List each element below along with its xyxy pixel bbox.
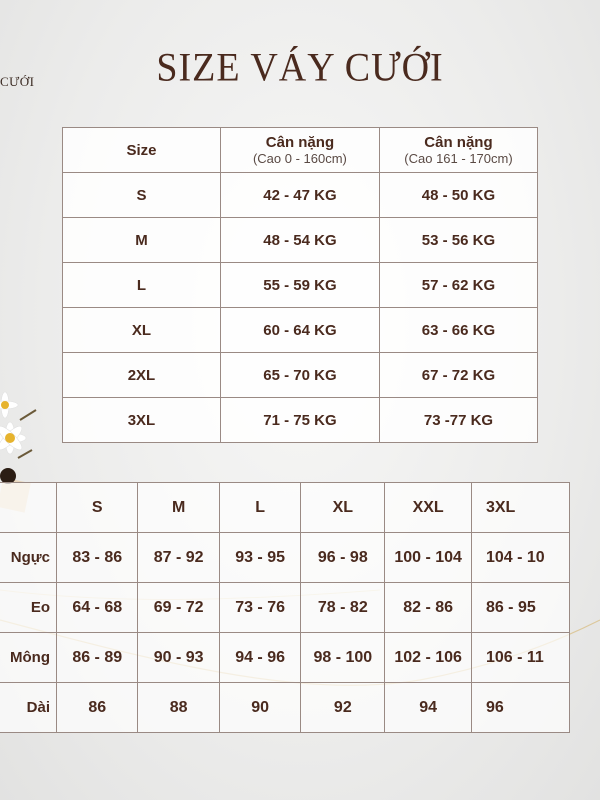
table-cell: 53 - 56 KG [378, 217, 539, 263]
table-cell: 86 [55, 682, 139, 733]
row-label: Dài [0, 682, 57, 733]
table-cell: 98 - 100 [300, 632, 386, 683]
table-cell: 42 - 47 KG [219, 172, 380, 218]
size-header: L [218, 482, 302, 533]
table-cell: 73 - 76 [218, 582, 302, 633]
table-row: L 55 - 59 KG 57 - 62 KG [62, 262, 539, 308]
table-cell: 88 [137, 682, 220, 733]
table-cell: 3XL [62, 397, 221, 443]
row-label: Mông [0, 632, 57, 683]
table-row: Ngực 83 - 86 87 - 92 93 - 95 96 - 98 100 - 10… [0, 532, 571, 583]
size-header: M [137, 482, 220, 533]
table-row: Dài 86 88 90 92 94 96 [0, 682, 571, 733]
table-cell: 57 - 62 KG [378, 262, 539, 308]
size-header: XL [300, 482, 386, 533]
table-cell: 86 - 89 [55, 632, 139, 683]
table-cell: 69 - 72 [137, 582, 220, 633]
table-cell: 48 - 50 KG [378, 172, 539, 218]
table-cell: S [62, 172, 221, 218]
table-cell: 55 - 59 KG [219, 262, 380, 308]
table-cell: 71 - 75 KG [219, 397, 380, 443]
table-cell: 90 - 93 [137, 632, 220, 683]
table-cell: 94 - 96 [218, 632, 302, 683]
table-row: S 42 - 47 KG 48 - 50 KG [62, 172, 539, 218]
brand-logo-fragment: CƯỚI [0, 74, 35, 89]
table-row: 3XL 71 - 75 KG 73 -77 KG [62, 397, 539, 443]
table-cell: 94 [384, 682, 472, 733]
table-cell: 104 - 10 [470, 532, 571, 583]
table-cell: 102 - 106 [384, 632, 472, 683]
table-cell: 83 - 86 [55, 532, 139, 583]
table-header-row: Size Cân nặng (Cao 0 - 160cm) Cân nặng (Ca… [62, 127, 539, 173]
table-row: XL 60 - 64 KG 63 - 66 KG [62, 307, 539, 353]
table-cell: 92 [300, 682, 386, 733]
table-cell: 78 - 82 [300, 582, 386, 633]
header-weight-short: Cân nặng (Cao 0 - 160cm) [219, 127, 380, 173]
table-row: Eo 64 - 68 69 - 72 73 - 76 78 - 82 82 - 86 86 … [0, 582, 571, 633]
table-cell: 96 [470, 682, 571, 733]
table-cell: 73 -77 KG [378, 397, 539, 443]
table-row: M 48 - 54 KG 53 - 56 KG [62, 217, 539, 263]
table-cell: 82 - 86 [384, 582, 472, 633]
page-title: SIZE VÁY CƯỚI [156, 45, 444, 91]
measurement-table: S M L XL XXL 3XL Ngực 83 - 86 87 - 92 93 - 95 96 -… [0, 482, 571, 733]
table-cell: 96 - 98 [300, 532, 386, 583]
table-cell: 87 - 92 [137, 532, 220, 583]
table-cell: 64 - 68 [55, 582, 139, 633]
table-cell: 86 - 95 [470, 582, 571, 633]
size-header: XXL [384, 482, 472, 533]
table-cell: 2XL [62, 352, 221, 398]
table-row: Mông 86 - 89 90 - 93 94 - 96 98 - 100 102 - 1… [0, 632, 571, 683]
row-label: Eo [0, 582, 57, 633]
table-cell: 60 - 64 KG [219, 307, 380, 353]
table-cell: 93 - 95 [218, 532, 302, 583]
table-cell: XL [62, 307, 221, 353]
table-cell: 106 - 11 [470, 632, 571, 683]
table-cell: 67 - 72 KG [378, 352, 539, 398]
size-header: S [55, 482, 139, 533]
header-size: Size [62, 127, 221, 173]
table-cell: 90 [218, 682, 302, 733]
empty-corner-cell [0, 482, 57, 533]
table-cell: 65 - 70 KG [219, 352, 380, 398]
weight-size-table: Size Cân nặng (Cao 0 - 160cm) Cân nặng (Ca… [62, 127, 539, 443]
header-weight-tall: Cân nặng (Cao 161 - 170cm) [378, 127, 539, 173]
table-header-row: S M L XL XXL 3XL [0, 482, 571, 533]
table-row: 2XL 65 - 70 KG 67 - 72 KG [62, 352, 539, 398]
table-cell: M [62, 217, 221, 263]
table-cell: L [62, 262, 221, 308]
table-cell: 48 - 54 KG [219, 217, 380, 263]
row-label: Ngực [0, 532, 57, 583]
size-header: 3XL [470, 482, 571, 533]
table-cell: 63 - 66 KG [378, 307, 539, 353]
table-cell: 100 - 104 [384, 532, 472, 583]
